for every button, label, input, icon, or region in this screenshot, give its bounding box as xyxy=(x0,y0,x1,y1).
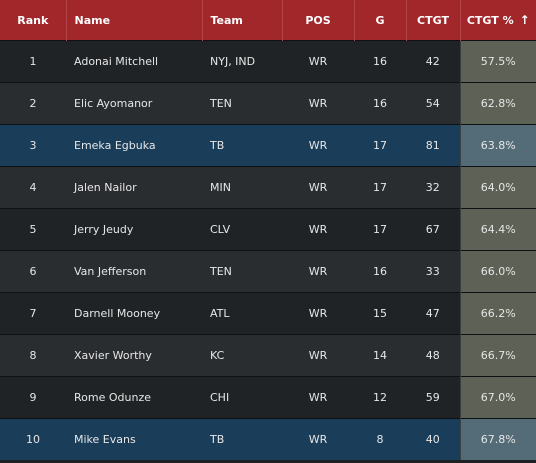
cell-pos: WR xyxy=(282,334,354,377)
cell-team: TEN xyxy=(202,250,282,293)
cell-rank: 10 xyxy=(0,418,66,460)
cell-team: TEN xyxy=(202,82,282,125)
cell-ctgt-pct: 66.0% xyxy=(460,250,536,293)
cell-games: 14 xyxy=(354,334,406,377)
table-row[interactable]: 2 Elic Ayomanor TEN WR 16 54 62.8% xyxy=(0,82,536,125)
cell-ctgt: 33 xyxy=(406,250,461,293)
table-row[interactable]: 8 Xavier Worthy KC WR 14 48 66.7% xyxy=(0,334,536,377)
table-row[interactable]: 6 Van Jefferson TEN WR 16 33 66.0% xyxy=(0,250,536,293)
cell-ctgt-pct: 66.2% xyxy=(460,292,536,335)
cell-games: 16 xyxy=(354,40,406,83)
cell-name: Jerry Jeudy xyxy=(66,208,202,251)
col-header-rank[interactable]: Rank xyxy=(0,0,67,41)
cell-ctgt-pct: 67.8% xyxy=(460,418,536,460)
table-row[interactable]: 1 Adonai Mitchell NYJ, IND WR 16 42 57.5% xyxy=(0,40,536,83)
col-header-pos[interactable]: POS xyxy=(282,0,355,41)
cell-name: Darnell Mooney xyxy=(66,292,202,335)
cell-team: CHI xyxy=(202,376,282,419)
cell-team: TB xyxy=(202,418,282,460)
cell-team: TB xyxy=(202,124,282,167)
table-row[interactable]: 7 Darnell Mooney ATL WR 15 47 66.2% xyxy=(0,292,536,335)
cell-pos: WR xyxy=(282,208,354,251)
cell-name: Adonai Mitchell xyxy=(66,40,202,83)
cell-team: NYJ, IND xyxy=(202,40,282,83)
col-header-g[interactable]: G xyxy=(354,0,407,41)
cell-ctgt-pct: 64.4% xyxy=(460,208,536,251)
table-row[interactable]: 4 Jalen Nailor MIN WR 17 32 64.0% xyxy=(0,166,536,209)
cell-pos: WR xyxy=(282,250,354,293)
cell-pos: WR xyxy=(282,82,354,125)
cell-rank: 4 xyxy=(0,166,66,209)
cell-games: 8 xyxy=(354,418,406,460)
cell-name: Rome Odunze xyxy=(66,376,202,419)
cell-name: Van Jefferson xyxy=(66,250,202,293)
col-header-ctgt-pct-label: CTGT % xyxy=(466,14,514,27)
cell-rank: 1 xyxy=(0,40,66,83)
table-body: 1 Adonai Mitchell NYJ, IND WR 16 42 57.5% 2 Elic… xyxy=(0,40,536,460)
cell-rank: 9 xyxy=(0,376,66,419)
cell-ctgt: 42 xyxy=(406,40,461,83)
col-header-team[interactable]: Team xyxy=(202,0,283,41)
cell-ctgt: 54 xyxy=(406,82,461,125)
cell-rank: 5 xyxy=(0,208,66,251)
sort-ascending-icon[interactable]: ↑ xyxy=(519,13,530,27)
cell-name: Mike Evans xyxy=(66,418,202,460)
cell-ctgt-pct: 66.7% xyxy=(460,334,536,377)
cell-rank: 2 xyxy=(0,82,66,125)
cell-team: KC xyxy=(202,334,282,377)
cell-name: Xavier Worthy xyxy=(66,334,202,377)
cell-rank: 6 xyxy=(0,250,66,293)
cell-ctgt: 67 xyxy=(406,208,461,251)
cell-pos: WR xyxy=(282,166,354,209)
cell-games: 17 xyxy=(354,208,406,251)
cell-team: MIN xyxy=(202,166,282,209)
table-row[interactable]: 10 Mike Evans TB WR 8 40 67.8% xyxy=(0,418,536,460)
cell-ctgt-pct: 62.8% xyxy=(460,82,536,125)
table-row[interactable]: 3 Emeka Egbuka TB WR 17 81 63.8% xyxy=(0,124,536,167)
cell-pos: WR xyxy=(282,376,354,419)
header-row: Rank Name Team POS G CTGT CTGT % ↑ xyxy=(0,0,536,41)
cell-name: Emeka Egbuka xyxy=(66,124,202,167)
cell-pos: WR xyxy=(282,40,354,83)
cell-pos: WR xyxy=(282,418,354,460)
cell-games: 17 xyxy=(354,124,406,167)
cell-ctgt-pct: 64.0% xyxy=(460,166,536,209)
cell-rank: 3 xyxy=(0,124,66,167)
cell-games: 17 xyxy=(354,166,406,209)
cell-ctgt-pct: 63.8% xyxy=(460,124,536,167)
cell-pos: WR xyxy=(282,292,354,335)
col-header-name[interactable]: Name xyxy=(66,0,203,41)
cell-team: ATL xyxy=(202,292,282,335)
table-row[interactable]: 5 Jerry Jeudy CLV WR 17 67 64.4% xyxy=(0,208,536,251)
cell-ctgt-pct: 67.0% xyxy=(460,376,536,419)
table-row[interactable]: 9 Rome Odunze CHI WR 12 59 67.0% xyxy=(0,376,536,419)
cell-ctgt: 40 xyxy=(406,418,461,460)
cell-ctgt: 47 xyxy=(406,292,461,335)
cell-ctgt: 59 xyxy=(406,376,461,419)
col-header-ctgt-pct[interactable]: CTGT % ↑ xyxy=(460,0,536,41)
cell-games: 16 xyxy=(354,250,406,293)
cell-ctgt: 48 xyxy=(406,334,461,377)
cell-team: CLV xyxy=(202,208,282,251)
cell-games: 12 xyxy=(354,376,406,419)
cell-games: 15 xyxy=(354,292,406,335)
cell-pos: WR xyxy=(282,124,354,167)
col-header-ctgt[interactable]: CTGT xyxy=(406,0,461,41)
cell-games: 16 xyxy=(354,82,406,125)
cell-ctgt-pct: 57.5% xyxy=(460,40,536,83)
cell-ctgt: 81 xyxy=(406,124,461,167)
cell-rank: 8 xyxy=(0,334,66,377)
cell-rank: 7 xyxy=(0,292,66,335)
cell-name: Elic Ayomanor xyxy=(66,82,202,125)
cell-ctgt: 32 xyxy=(406,166,461,209)
cell-name: Jalen Nailor xyxy=(66,166,202,209)
